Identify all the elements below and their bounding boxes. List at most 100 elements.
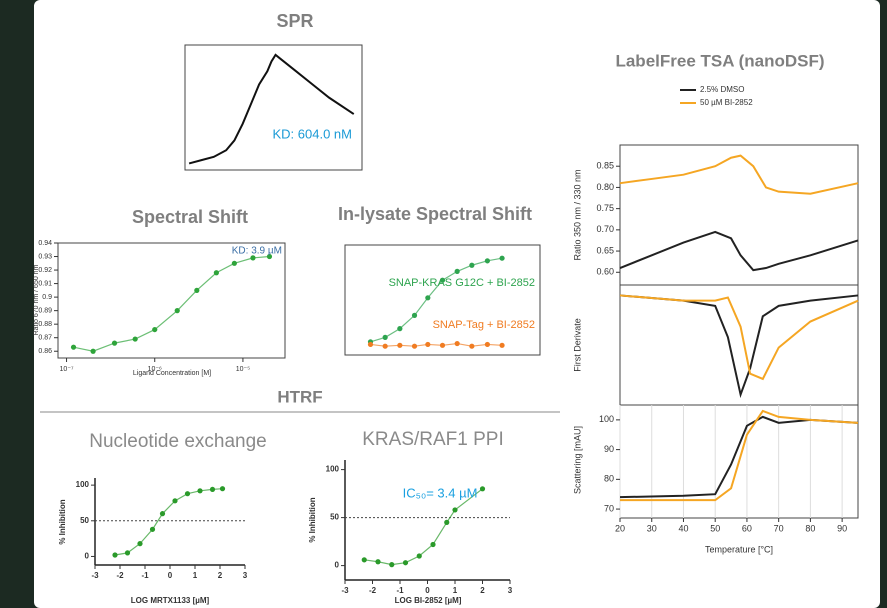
- x-axis-label: Ligand Concentration [M]: [133, 370, 211, 377]
- data-point: [425, 295, 431, 301]
- legend-label: 2.5% DMSO: [700, 85, 744, 94]
- x-tick-label: 2: [218, 571, 223, 580]
- data-point: [411, 312, 418, 318]
- data-point: [197, 488, 203, 494]
- y-tick-label: 100: [599, 414, 614, 424]
- data-point: [184, 491, 191, 497]
- x-tick-label: -3: [341, 586, 349, 595]
- x-tick-label: -1: [141, 571, 149, 580]
- y-tick-label: 0.87: [38, 335, 52, 342]
- data-point: [499, 255, 505, 261]
- annotation: KD: 604.0 nM: [273, 126, 353, 141]
- y-axis-label: % Inhibition: [58, 499, 67, 544]
- section-heading: LabelFree TSA (nanoDSF): [615, 51, 824, 70]
- y-tick-label: 50: [80, 516, 89, 525]
- data-point: [231, 260, 237, 266]
- y-tick-label: 0.94: [38, 240, 52, 247]
- y-tick-label: 0.75: [596, 203, 614, 213]
- y-axis-label: Scattering [mAU]: [572, 426, 582, 494]
- data-point: [70, 344, 77, 350]
- plot-frame: [57, 242, 286, 359]
- data-point: [194, 287, 200, 293]
- data-point: [367, 341, 374, 348]
- y-tick-label: 80: [604, 474, 614, 484]
- plot-frame: [184, 44, 363, 171]
- data-point: [425, 341, 431, 348]
- series-line: [619, 294, 859, 399]
- data-point: [361, 557, 367, 563]
- data-point: [484, 258, 490, 264]
- y-tick-label: 100: [76, 480, 90, 489]
- x-tick-label: 10⁻⁷: [60, 366, 74, 373]
- y-tick-label: 0.92: [38, 267, 52, 274]
- data-point: [250, 255, 256, 261]
- plot-frame: [344, 244, 541, 356]
- y-tick-label: 0.65: [596, 245, 614, 255]
- panel: [34, 0, 880, 608]
- data-point: [209, 486, 216, 493]
- x-tick-label: -1: [396, 586, 404, 595]
- chart-title: In-lysate Spectral Shift: [338, 204, 532, 224]
- data-point: [499, 342, 505, 348]
- series-line: [188, 53, 355, 165]
- data-point: [112, 552, 118, 558]
- data-point: [149, 526, 156, 532]
- data-point: [452, 507, 458, 513]
- data-point: [439, 342, 446, 348]
- chart-title: SPR: [276, 11, 313, 31]
- data-point: [439, 277, 446, 283]
- annotation: KD: 3.9 µM: [232, 246, 282, 257]
- data-point: [124, 550, 131, 556]
- series-line: [370, 342, 503, 347]
- data-point: [219, 486, 226, 492]
- data-point: [382, 343, 388, 349]
- data-point: [213, 270, 219, 276]
- legend-label: 50 µM BI-2852: [700, 98, 753, 107]
- x-tick-label: 10⁻⁵: [236, 366, 250, 373]
- y-tick-label: 70: [604, 503, 614, 513]
- data-point: [375, 559, 381, 565]
- annotation: IC₅₀= 3.4 µM: [403, 485, 478, 500]
- y-tick-label: 0: [335, 561, 340, 570]
- x-tick-label: 90: [837, 523, 847, 533]
- y-tick-label: 0.85: [596, 161, 614, 171]
- x-axis-label: Temperature [°C]: [705, 544, 773, 554]
- data-point: [137, 541, 143, 547]
- y-tick-label: 0.60: [596, 267, 614, 277]
- data-point: [389, 562, 395, 568]
- x-tick-label: 1: [193, 571, 198, 580]
- data-point: [152, 326, 158, 333]
- x-tick-label: 0: [168, 571, 173, 580]
- data-point: [469, 343, 475, 349]
- x-tick-label: 10⁻⁶: [148, 366, 162, 373]
- x-axis-label: LOG MRTX1133 [µM]: [131, 596, 210, 605]
- data-point: [454, 340, 460, 347]
- y-tick-label: 90: [604, 444, 614, 454]
- data-point: [411, 343, 418, 349]
- chart-title: KRAS/RAF1 PPI: [362, 429, 504, 450]
- data-point: [266, 253, 273, 260]
- data-point: [479, 486, 486, 492]
- y-tick-label: 100: [326, 465, 340, 474]
- y-axis-label: % Inhibition: [308, 497, 317, 542]
- series-line: [619, 230, 859, 272]
- data-point: [444, 519, 450, 526]
- x-tick-label: -2: [369, 586, 377, 595]
- data-point: [402, 560, 409, 566]
- y-axis-label: Ratio 350 nm / 330 nm: [572, 169, 582, 260]
- data-point: [416, 553, 422, 559]
- chart-title: Nucleotide exchange: [89, 431, 266, 452]
- y-tick-label: 0.80: [596, 182, 614, 192]
- y-tick-label: 0.86: [38, 348, 52, 355]
- data-point: [172, 498, 178, 504]
- x-tick-label: -2: [116, 571, 124, 580]
- x-tick-label: 50: [710, 523, 720, 533]
- data-point: [132, 336, 138, 342]
- data-point: [397, 342, 403, 348]
- x-tick-label: 40: [678, 523, 688, 533]
- data-point: [111, 340, 118, 346]
- data-point: [159, 511, 166, 517]
- data-point: [397, 326, 403, 332]
- x-tick-label: 3: [243, 571, 248, 580]
